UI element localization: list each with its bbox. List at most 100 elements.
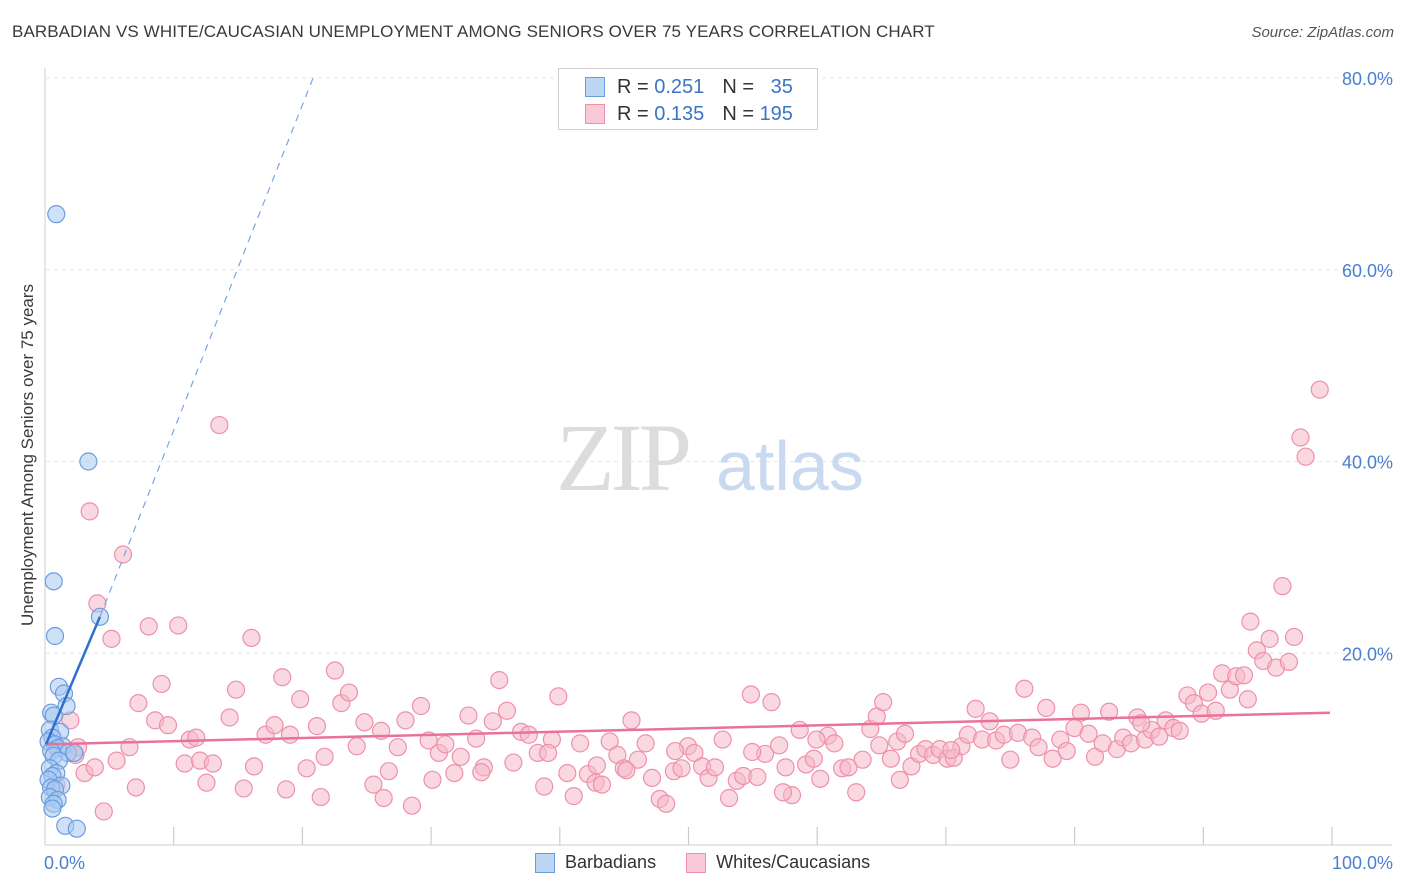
whites-point — [1150, 727, 1169, 746]
whites-point — [762, 693, 781, 712]
whites-point — [1198, 683, 1218, 702]
whites-point — [244, 757, 264, 776]
y-axis-label: Unemployment Among Seniors over 75 years — [18, 284, 37, 626]
whites-point — [807, 730, 826, 749]
whites-point — [472, 763, 491, 782]
whites-point — [1001, 750, 1020, 769]
chart-title: BARBADIAN VS WHITE/CAUCASIAN UNEMPLOYMEN… — [12, 22, 935, 41]
series-label-barbadians: Barbadians — [565, 852, 657, 872]
whites-point — [187, 728, 206, 747]
legend-n-value: 195 — [759, 102, 793, 125]
whites-point — [825, 734, 844, 753]
whites-point — [642, 768, 662, 787]
whites-point — [1015, 679, 1034, 698]
series-swatch-barbadians — [535, 852, 555, 873]
whites-point — [741, 685, 761, 704]
whites-point — [890, 770, 909, 789]
watermark: ZIP atlas — [556, 404, 864, 511]
whites-trend-line — [45, 711, 1331, 746]
whites-point — [1100, 702, 1119, 721]
whites-point — [666, 741, 685, 761]
whites-point — [672, 759, 691, 778]
whites-point — [423, 770, 442, 789]
whites-point — [1085, 747, 1105, 766]
whites-point — [374, 788, 393, 808]
whites-point — [379, 762, 398, 781]
whites-point — [242, 628, 261, 648]
whites-point — [158, 716, 178, 735]
whites-point — [504, 753, 523, 772]
legend-r-value: 0.251 — [654, 75, 705, 98]
whites-point — [719, 788, 739, 808]
whites-point — [776, 758, 795, 777]
barbadians-point — [67, 819, 86, 838]
whites-point — [445, 763, 464, 783]
whites-point — [1029, 738, 1048, 757]
whites-point — [1071, 703, 1091, 722]
whites-point — [1284, 627, 1304, 647]
whites-point — [169, 616, 188, 635]
whites-point — [113, 545, 133, 564]
legend-n-value: 35 — [770, 75, 793, 98]
whites-point — [1170, 721, 1189, 741]
whites-point — [538, 743, 558, 763]
whites-point — [490, 670, 509, 690]
whites-point — [80, 502, 99, 521]
whites-point — [402, 796, 422, 815]
whites-point — [600, 732, 619, 751]
axes — [44, 68, 1392, 846]
whites-point — [705, 758, 725, 777]
whites-point — [1241, 612, 1260, 631]
correlation-legend: R = 0.251 N = 35 R = 0.135 N = 195 — [558, 68, 818, 130]
whites-point — [804, 749, 823, 768]
barbadians-point — [44, 572, 63, 591]
whites-point — [203, 754, 223, 773]
whites-point — [713, 730, 732, 749]
whites-point — [895, 724, 915, 743]
whites-point — [853, 750, 872, 769]
series-legend-whites: Whites/Caucasians — [686, 852, 870, 873]
whites-point — [291, 690, 310, 709]
whites-point — [234, 779, 253, 798]
watermark-atlas: atlas — [716, 427, 864, 505]
whites-point — [364, 775, 383, 794]
whites-point — [1296, 447, 1315, 466]
whites-point — [396, 711, 415, 730]
whites-points — [47, 380, 1329, 821]
barbadians-point — [45, 626, 65, 646]
y-tick-label: 40.0% — [1342, 453, 1393, 473]
legend-row-whites: R = 0.135 N = 195 — [585, 102, 793, 126]
barbadians-points — [39, 205, 110, 838]
whites-point — [519, 725, 538, 744]
whites-point — [685, 743, 704, 763]
whites-point — [636, 734, 655, 753]
whites-point — [388, 738, 407, 757]
legend-n-label: N = — [722, 102, 754, 125]
x-tick-label: 0.0% — [44, 853, 85, 873]
whites-point — [311, 787, 330, 807]
whites-point — [587, 756, 606, 775]
whites-point — [139, 617, 158, 636]
x-tick-label: 100.0% — [1332, 853, 1393, 873]
whites-point — [129, 694, 148, 713]
barbadians-point — [47, 205, 66, 224]
legend-row-barbadians: R = 0.251 N = 35 — [585, 75, 793, 99]
whites-point — [226, 680, 246, 699]
whites-point — [942, 740, 961, 760]
whites-point — [220, 708, 239, 727]
trend-lines — [44, 77, 1331, 746]
whites-point — [571, 734, 590, 753]
whites-point — [790, 720, 809, 740]
source-label: Source: ZipAtlas.com — [1251, 24, 1394, 41]
whites-point — [355, 713, 374, 732]
whites-point — [617, 761, 636, 780]
whites-point — [347, 737, 366, 756]
legend-r-value: 0.135 — [654, 102, 705, 125]
whites-point — [459, 706, 478, 725]
whites-point — [811, 769, 830, 788]
whites-point — [1279, 652, 1299, 671]
tick-labels: 20.0% 40.0% 60.0% 80.0% 0.0% 100.0% — [44, 69, 1393, 873]
whites-point — [558, 763, 577, 783]
whites-point — [1057, 741, 1076, 761]
